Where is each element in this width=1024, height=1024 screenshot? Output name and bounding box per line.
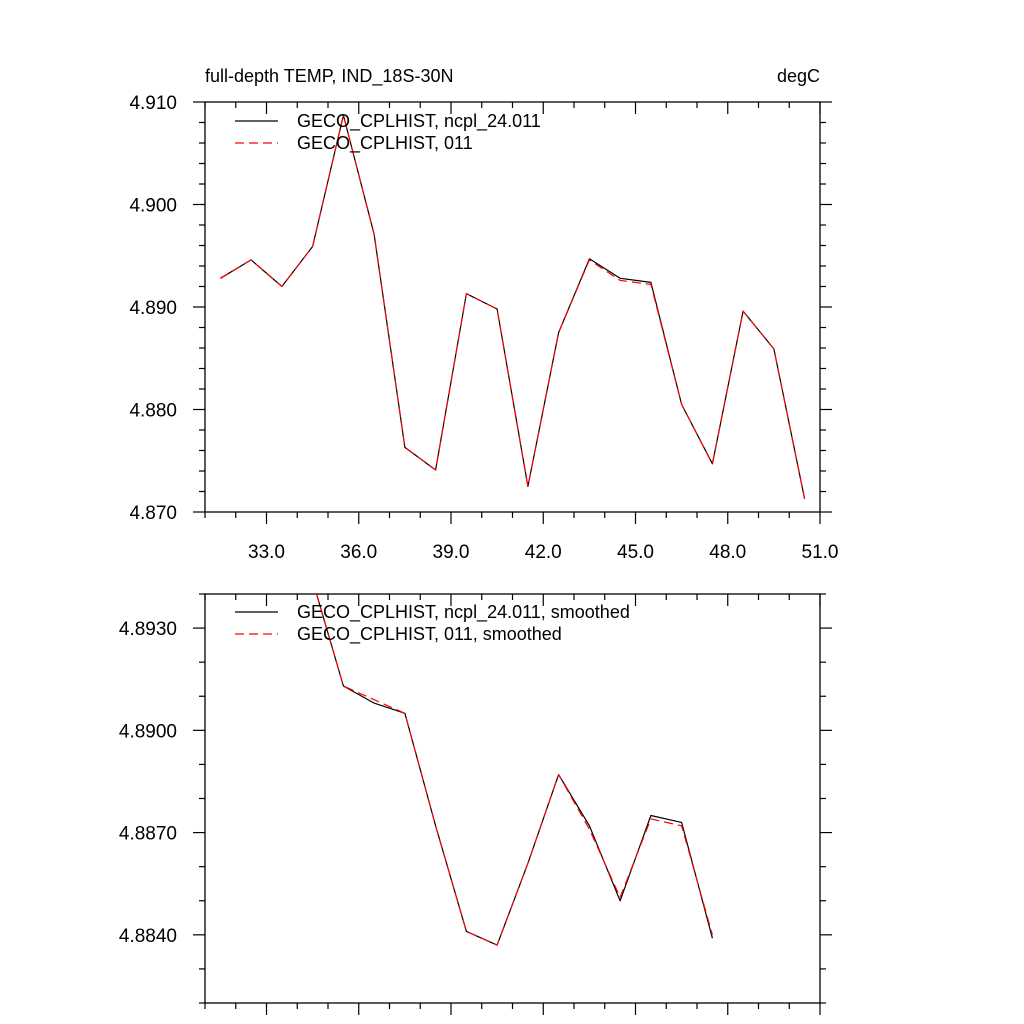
y-tick-label: 4.900 [129,196,177,217]
y-tick-label: 4.8840 [119,926,177,947]
y-tick-label: 4.870 [129,503,177,524]
plot-frame [204,101,821,513]
y-tick-label: 4.8870 [119,824,177,845]
plot-frame [204,593,821,1004]
legend-label-1: GECO_CPLHIST, ncpl_24.011, smoothed [297,602,630,623]
legend-label-2: GECO_CPLHIST, 011, smoothed [297,624,562,645]
y-tick-label: 4.890 [129,298,177,319]
x-tick-label: 39.0 [433,542,470,563]
panel-1: 33.0 36.0 39.0 42.0 45.0 48.0 51.0 4.870 4.880 4.… [129,66,838,563]
y-tick-label: 4.910 [129,93,177,114]
x-tick-label: 51.0 [802,542,839,563]
y-tick-label: 4.880 [129,401,177,422]
series-line-2 [220,114,806,499]
legend-label-2: GECO_CPLHIST, 011 [297,133,473,154]
x-tick-label: 36.0 [340,542,377,563]
y-tick-label: 4.8930 [119,619,177,640]
chart-title: full-depth TEMP, IND_18S-30N [205,66,453,87]
legend-label-1: GECO_CPLHIST, ncpl_24.011 [297,111,541,132]
y-tick-label: 4.8900 [119,721,177,742]
chart-units: degC [777,66,820,86]
series-line-2 [315,594,713,946]
x-tick-label: 42.0 [525,542,562,563]
x-tick-label: 45.0 [617,542,654,563]
x-tick-label: 48.0 [709,542,746,563]
x-tick-label: 33.0 [248,542,285,563]
panel-2: 4.8840 4.8870 4.8900 4.8930 GECO_CPLHIST, nc… [119,593,832,1015]
